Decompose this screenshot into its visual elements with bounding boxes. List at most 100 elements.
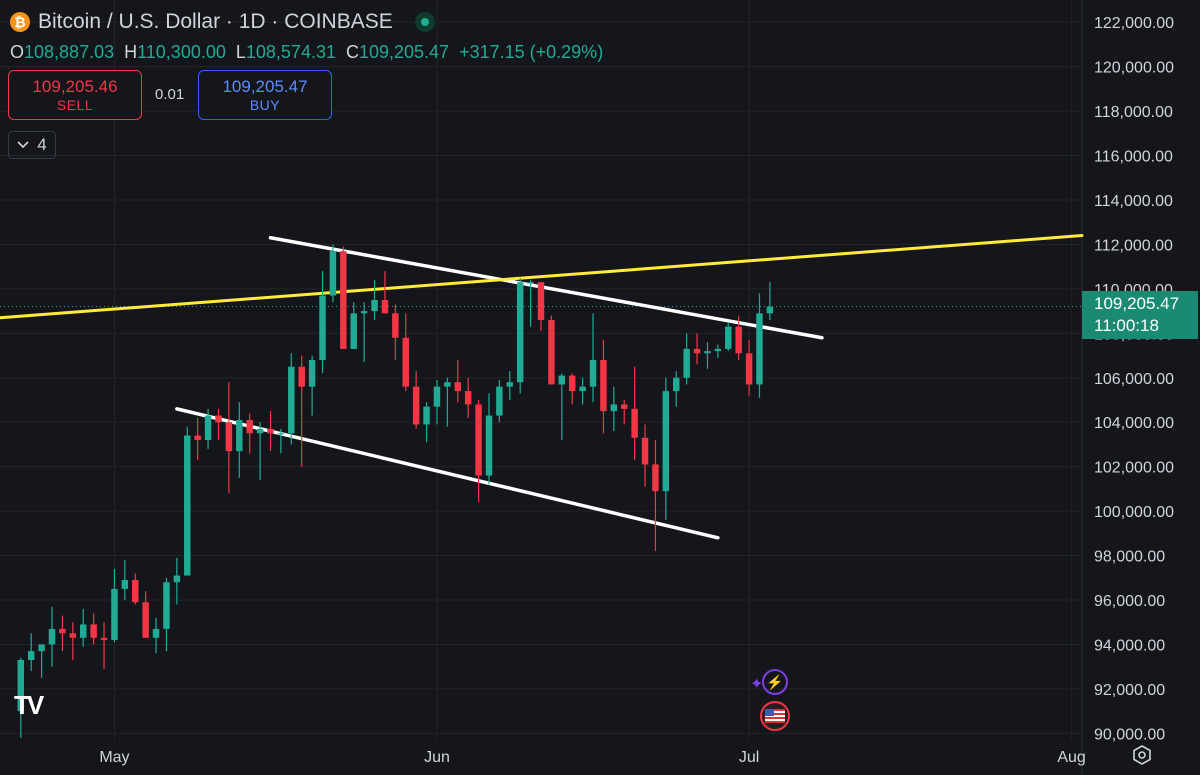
settings-gear-icon[interactable] [1131,744,1153,772]
candle-body [80,624,87,638]
candle-body [475,404,482,476]
y-tick-label: 106,000.00 [1094,371,1174,388]
candle-body [48,628,56,645]
candle-body [319,295,326,360]
sparkle-icon: ✦ [750,676,764,693]
x-tick-label: May [99,749,129,766]
candle-body [683,348,690,378]
chart-grid [0,0,1083,775]
candle-body [548,320,555,385]
event-lightning-icon[interactable]: ⚡ [762,669,788,695]
candle-body [402,337,409,387]
low-value: 108,574.31 [245,42,336,62]
candles [17,244,774,738]
candle-body [412,386,420,425]
candle-body [371,300,378,312]
high-label: H [124,42,138,62]
yellow-resistance-trendline [0,234,1084,320]
candle-body [610,404,618,412]
candle-body [714,348,722,352]
candle-body [152,628,160,638]
candle-body [506,382,514,387]
candle-body [340,251,347,349]
time-axis[interactable]: May Jun Jul Aug [99,749,1086,766]
us-flag-event-icon[interactable] [760,701,790,731]
candle-body [652,464,659,492]
y-tick-label: 100,000.00 [1094,504,1174,521]
market-open-status-icon [414,12,435,32]
y-tick-label: 114,000.00 [1094,193,1173,210]
bar-countdown: 11:00:18 [1094,316,1159,335]
candle-body [277,433,285,435]
candle-body [381,300,389,314]
price-axis[interactable]: 90,000.00 92,000.00 94,000.00 96,000.00 98,0… [1094,15,1174,743]
candle-body [589,360,597,387]
candle-body [464,391,472,405]
y-tick-label: 116,000.00 [1094,149,1173,166]
y-tick-label: 94,000.00 [1094,637,1165,654]
candle-body [392,313,399,338]
symbol-title[interactable]: Bitcoin / U.S. Dollar · 1D · COINBASE [38,10,393,33]
buy-label: BUY [249,97,281,113]
trendlines[interactable] [0,234,1084,540]
candle-body [111,588,118,640]
candle-body [163,582,170,629]
candle-body [756,313,763,385]
candle-body [360,311,368,314]
symbol-header[interactable]: ₿ Bitcoin / U.S. Dollar · 1D · COINBASE [10,10,435,34]
candle-body [600,360,607,412]
candle-body [662,391,670,492]
candle-body [745,353,753,385]
candle-body [631,408,638,438]
candle-body [433,386,441,407]
sell-label: SELL [56,97,94,113]
ohlc-legend: O108,887.03 H110,300.00 L108,574.31 C109… [10,42,603,63]
indicators-toggle-button[interactable]: 4 [8,131,56,159]
candle-body [568,375,576,392]
candle-body [766,306,774,314]
y-tick-label: 92,000.00 [1094,682,1165,699]
candle-body [184,435,191,576]
candle-body [236,420,243,452]
sell-button[interactable]: 109,205.46 SELL [8,70,142,120]
upper-channel-trendline [268,236,824,340]
candle-body [215,415,222,423]
candle-body [288,366,295,434]
candle-body [673,377,680,392]
tradingview-logo[interactable]: TV [14,690,44,720]
low-label: L [235,42,246,62]
open-label: O [10,42,25,62]
y-tick-label: 122,000.00 [1094,15,1174,32]
candle-body [496,386,503,416]
candle-body [444,382,451,387]
candle-body [641,437,649,465]
candle-body [621,404,628,409]
y-tick-label: 90,000.00 [1094,726,1165,743]
candle-body [329,251,337,296]
candle-body [725,326,732,349]
last-price-tag: 109,205.47 11:00:18 [1082,291,1198,339]
change-value: +317.15 (+0.29%) [459,42,604,62]
candle-body [142,602,149,638]
candle-body [558,375,566,385]
y-tick-label: 96,000.00 [1094,593,1165,610]
candle-body [204,415,212,440]
candle-body [256,428,264,434]
candle-body [485,415,493,476]
high-value: 110,300.00 [137,42,226,62]
candle-body [704,351,711,354]
buy-button[interactable]: 109,205.47 BUY [198,70,332,120]
chevron-down-icon [17,141,29,149]
candle-body [59,628,66,634]
lower-channel-trendline [175,407,720,540]
candle-body [735,326,742,354]
candle-body [194,435,201,440]
candle-body [516,282,524,383]
open-value: 108,887.03 [24,42,115,62]
y-tick-label: 112,000.00 [1094,237,1173,254]
candle-body [246,420,253,434]
candle-body [173,575,181,583]
candle-body [693,348,701,354]
y-tick-label: 120,000.00 [1094,60,1174,77]
